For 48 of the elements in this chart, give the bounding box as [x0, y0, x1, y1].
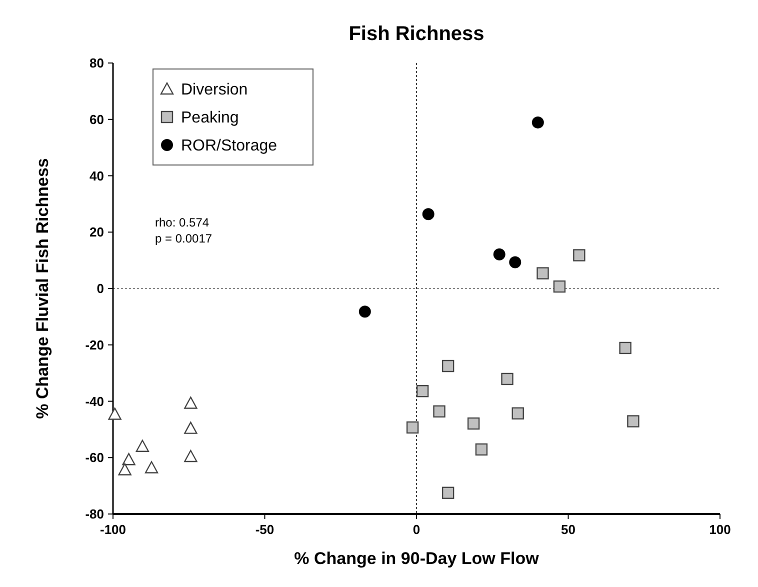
point	[536, 267, 549, 280]
point	[108, 408, 122, 420]
point	[619, 342, 632, 354]
point	[144, 461, 158, 474]
point	[406, 421, 419, 434]
y-tick-label: -40	[85, 394, 104, 409]
legend-label: Diversion	[181, 82, 248, 99]
y-tick-label: 20	[90, 224, 104, 240]
legend-label: Peaking	[181, 110, 239, 127]
point	[553, 280, 566, 293]
point	[501, 372, 514, 386]
point	[509, 256, 522, 268]
point	[118, 463, 132, 476]
y-tick-label: 40	[90, 168, 104, 184]
y-tick-label: 60	[90, 112, 104, 127]
point	[184, 450, 198, 462]
point	[358, 306, 371, 318]
point	[422, 208, 434, 220]
point	[475, 443, 488, 456]
x-tick-label: -50	[255, 522, 274, 537]
y-tick-label: 0	[96, 281, 104, 296]
point	[573, 249, 586, 262]
x-axis-title: % Change in 90-Day Low Flow	[294, 549, 540, 568]
y-tick-label: 80	[90, 56, 104, 71]
point	[433, 405, 446, 418]
point	[467, 417, 480, 430]
point	[442, 486, 454, 499]
point	[442, 360, 454, 372]
annotation: rho: 0.574 p = 0.0017	[155, 215, 212, 246]
point	[493, 248, 506, 260]
y-tick-label: -20	[85, 337, 104, 352]
point	[184, 422, 198, 434]
legend-label: ROR/Storage	[181, 138, 278, 155]
x-tick-label: 0	[412, 522, 420, 537]
point	[184, 396, 198, 409]
point	[627, 415, 640, 428]
point	[512, 407, 524, 420]
x-tick-label: 100	[709, 522, 731, 537]
point	[136, 440, 150, 452]
chart-title: Fish Richness	[348, 23, 484, 45]
y-tick-label: -60	[85, 450, 104, 466]
x-tick-label: 50	[561, 522, 576, 537]
point	[122, 453, 136, 466]
x-tick-label: -100	[100, 522, 126, 537]
y-tick-label: -80	[85, 506, 104, 522]
point	[416, 385, 429, 398]
y-axis-title: % Change Fluvial Fish Richness	[33, 158, 52, 419]
point	[532, 116, 544, 128]
